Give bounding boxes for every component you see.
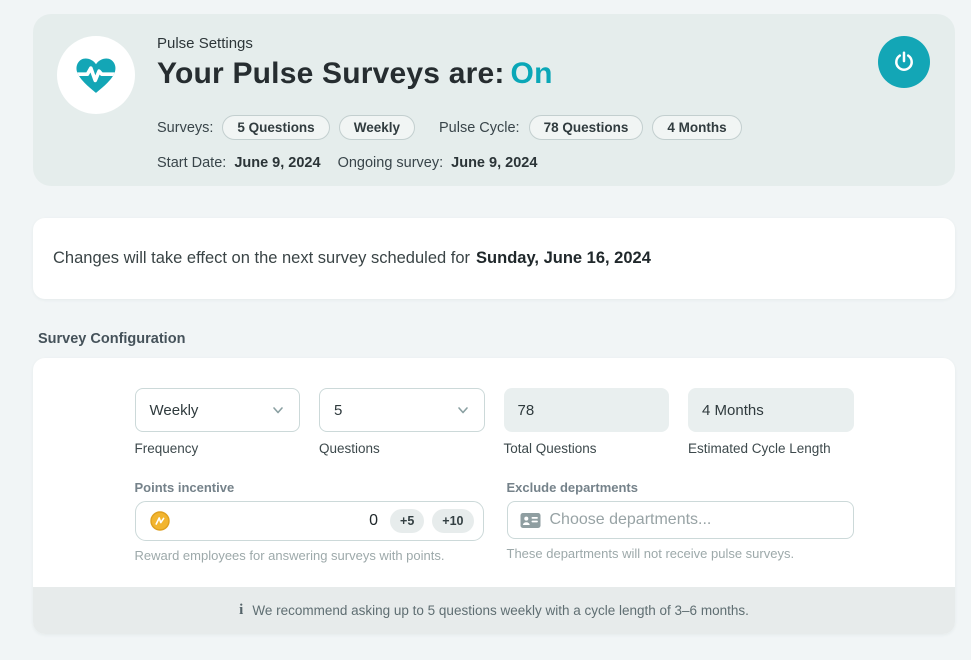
page-title: Your Pulse Surveys are: On — [157, 57, 553, 91]
add-10-points-button[interactable]: +10 — [432, 509, 474, 533]
frequency-select[interactable]: Weekly — [134, 388, 300, 432]
questions-field: 5 Questions — [319, 388, 485, 456]
title-prefix: Your Pulse Surveys are: — [157, 57, 505, 90]
points-helper-text: Reward employees for answering surveys w… — [134, 548, 445, 563]
cycle-length-label: Estimated Cycle Length — [688, 441, 831, 456]
schedule-notice-card: Changes will take effect on the next sur… — [33, 218, 955, 299]
pill-frequency: Weekly — [338, 115, 415, 140]
section-title-survey-configuration: Survey Configuration — [38, 331, 186, 347]
header-kicker: Pulse Settings — [157, 35, 253, 52]
notice-text: Changes will take effect on the next sur… — [53, 249, 471, 267]
points-incentive-label: Points incentive — [134, 480, 235, 495]
recommendation-footer: i We recommend asking up to 5 questions … — [33, 587, 955, 634]
points-value: 0 — [369, 512, 379, 529]
pill-questions-count: 5 Questions — [222, 115, 330, 140]
exclude-departments-input-box[interactable] — [506, 501, 854, 539]
points-incentive-input[interactable]: 0 +5 +10 — [134, 501, 484, 541]
exclude-departments-label: Exclude departments — [506, 480, 639, 495]
pulse-logo-circle — [57, 36, 135, 114]
survey-configuration-card: Weekly Frequency 5 Questions — [33, 358, 955, 634]
dates-row: Start Date: June 9, 2024 Ongoing survey:… — [157, 155, 537, 171]
cycle-length-value: 4 Months — [702, 401, 764, 419]
pill-total-questions: 78 Questions — [528, 115, 644, 140]
total-questions-label: Total Questions — [503, 441, 597, 456]
cycle-length-readonly: 4 Months — [688, 388, 854, 432]
chevron-down-icon — [456, 403, 470, 417]
pill-cycle-length: 4 Months — [652, 115, 742, 140]
questions-value: 5 — [334, 401, 343, 419]
ongoing-survey-label: Ongoing survey: — [337, 155, 444, 171]
recommendation-text: We recommend asking up to 5 questions we… — [252, 603, 749, 618]
exclude-departments-group: Exclude departments These departments wi — [506, 480, 854, 563]
heart-pulse-icon — [73, 52, 119, 98]
cycle-length-field: 4 Months Estimated Cycle Length — [688, 388, 854, 456]
questions-label: Questions — [319, 441, 380, 456]
departments-helper-text: These departments will not receive pulse… — [506, 546, 795, 561]
start-date-label: Start Date: — [157, 155, 227, 171]
frequency-label: Frequency — [134, 441, 199, 456]
pulse-cycle-label: Pulse Cycle: — [438, 119, 520, 136]
frequency-value: Weekly — [149, 401, 199, 419]
pulse-settings-header-card: Pulse Settings Your Pulse Surveys are: On… — [33, 14, 955, 186]
summary-pills-row: Surveys: 5 Questions Weekly Pulse Cycle:… — [157, 115, 742, 140]
notice-date: Sunday, June 16, 2024 — [476, 249, 651, 267]
add-5-points-button[interactable]: +5 — [390, 509, 425, 533]
chevron-down-icon — [271, 403, 285, 417]
coin-icon — [149, 511, 170, 531]
power-toggle-button[interactable] — [878, 36, 930, 88]
config-fields-row: Weekly Frequency 5 Questions — [134, 388, 854, 456]
ongoing-survey-value: June 9, 2024 — [451, 155, 538, 171]
frequency-field: Weekly Frequency — [134, 388, 300, 456]
questions-select[interactable]: 5 — [319, 388, 485, 432]
power-icon — [891, 49, 917, 75]
surveys-label: Surveys: — [157, 119, 214, 136]
info-icon: i — [239, 602, 244, 618]
status-on: On — [510, 57, 553, 90]
start-date-value: June 9, 2024 — [234, 155, 321, 171]
id-card-icon — [520, 512, 541, 529]
total-questions-value: 78 — [517, 401, 535, 419]
total-questions-readonly: 78 — [503, 388, 669, 432]
total-questions-field: 78 Total Questions — [503, 388, 669, 456]
choose-departments-input[interactable] — [549, 511, 841, 529]
points-incentive-group: Points incentive 0 +5 +10 Reward employe… — [134, 480, 484, 563]
